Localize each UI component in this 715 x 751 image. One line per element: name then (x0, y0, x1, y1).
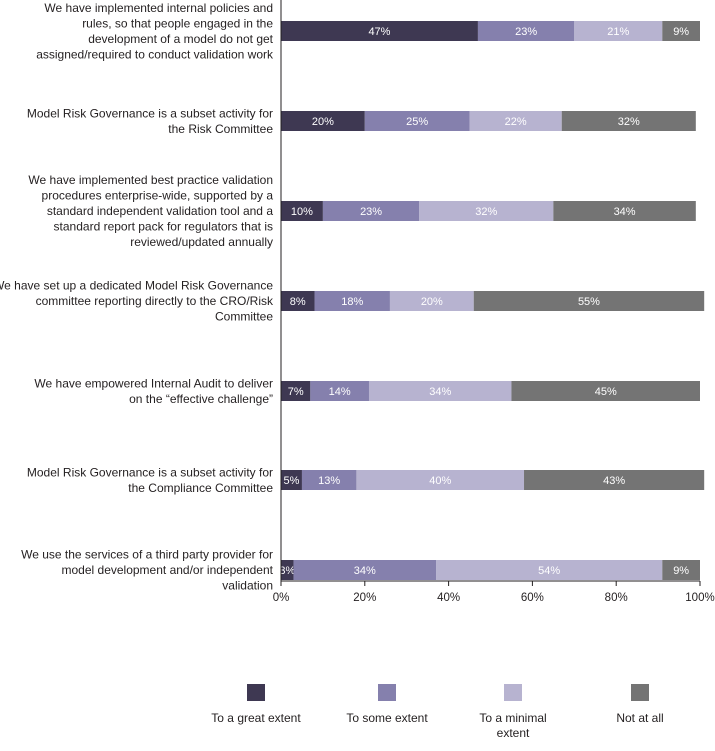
legend-swatch (378, 684, 396, 701)
data-label: 23% (360, 206, 382, 218)
legend-swatch (631, 684, 649, 701)
data-label: 34% (354, 565, 376, 577)
bar-segment (524, 470, 705, 490)
bar-segment (293, 560, 437, 580)
category-label: Model Risk Governance is a subset activi… (27, 465, 273, 495)
legend-swatch (247, 684, 265, 701)
data-label: 8% (290, 296, 306, 308)
bar-segment (662, 560, 700, 580)
x-tick-label: 100% (685, 592, 714, 604)
x-axis: 0% 20% 40% 60% 80% 100% (273, 0, 715, 604)
legend-label: To some extent (346, 711, 428, 725)
data-label: 25% (406, 116, 428, 128)
data-label: 13% (318, 475, 340, 487)
x-tick-label: 40% (437, 592, 460, 604)
data-label: 14% (329, 386, 351, 398)
bar-segment (477, 21, 575, 41)
bar-segment (281, 560, 294, 580)
data-label: 23% (515, 26, 537, 38)
data-label: 32% (475, 206, 497, 218)
bar-segment (364, 111, 470, 131)
data-label: 34% (429, 386, 451, 398)
category-label: Model Risk Governance is a subset activi… (27, 106, 273, 136)
bar-segment (281, 381, 311, 401)
legend-swatch (504, 684, 522, 701)
data-label: 43% (603, 475, 625, 487)
data-label: 3% (279, 565, 295, 577)
legend: To a great extent To some extent To a mini… (211, 684, 664, 740)
category-label: We use the services of a third party pro… (21, 548, 274, 593)
legend-label: To a minimal extent (479, 711, 546, 740)
data-label: 34% (614, 206, 636, 218)
data-label: 40% (429, 475, 451, 487)
bar-segment (469, 111, 562, 131)
category-label: We have set up a dedicated Model Risk Go… (0, 279, 274, 324)
bar-segment (310, 381, 369, 401)
bar-segment (281, 470, 302, 490)
bar-segment (356, 470, 525, 490)
category-labels: We have implemented internal policies an… (0, 1, 274, 593)
bar-segment (511, 381, 700, 401)
bar-segment (368, 381, 512, 401)
bar-segment (436, 560, 663, 580)
x-tick-label: 60% (521, 592, 544, 604)
x-tick-label: 20% (353, 592, 376, 604)
category-label: We have empowered Internal Audit to deli… (34, 376, 273, 406)
data-label: 45% (595, 386, 617, 398)
bar-segment (301, 470, 357, 490)
bar-segment (662, 21, 700, 41)
bar-segment (314, 291, 390, 311)
bar-segment (419, 201, 554, 221)
bar-segment (281, 291, 315, 311)
category-label: We have implemented internal policies an… (36, 1, 274, 62)
data-label: 32% (618, 116, 640, 128)
data-label: 10% (291, 206, 313, 218)
data-label: 18% (341, 296, 363, 308)
bars-layer: 47% 23% 21% 9% 20% 25% 22% 32% 10% 23% 32% 34% 8% 18%… (279, 21, 705, 580)
x-tick-label: 0% (273, 592, 290, 604)
bar-segment (281, 201, 323, 221)
legend-label: Not at all (616, 711, 663, 725)
data-label: 20% (312, 116, 334, 128)
data-label: 21% (607, 26, 629, 38)
bar-segment (553, 201, 696, 221)
category-label: We have implemented best practice valida… (28, 173, 273, 249)
bar-segment (561, 111, 696, 131)
data-label: 5% (284, 475, 300, 487)
data-label: 55% (578, 296, 600, 308)
data-label: 9% (673, 26, 689, 38)
legend-label: To a great extent (211, 711, 301, 725)
bar-segment (473, 291, 705, 311)
data-label: 9% (673, 565, 689, 577)
bar-segment (389, 291, 474, 311)
data-label: 20% (421, 296, 443, 308)
bar-segment (574, 21, 663, 41)
bar-segment (281, 21, 478, 41)
x-tick-label: 80% (605, 592, 628, 604)
bar-segment (281, 111, 365, 131)
data-label: 54% (538, 565, 560, 577)
data-label: 7% (288, 386, 304, 398)
data-label: 22% (505, 116, 527, 128)
data-label: 47% (368, 26, 390, 38)
bar-segment (322, 201, 420, 221)
